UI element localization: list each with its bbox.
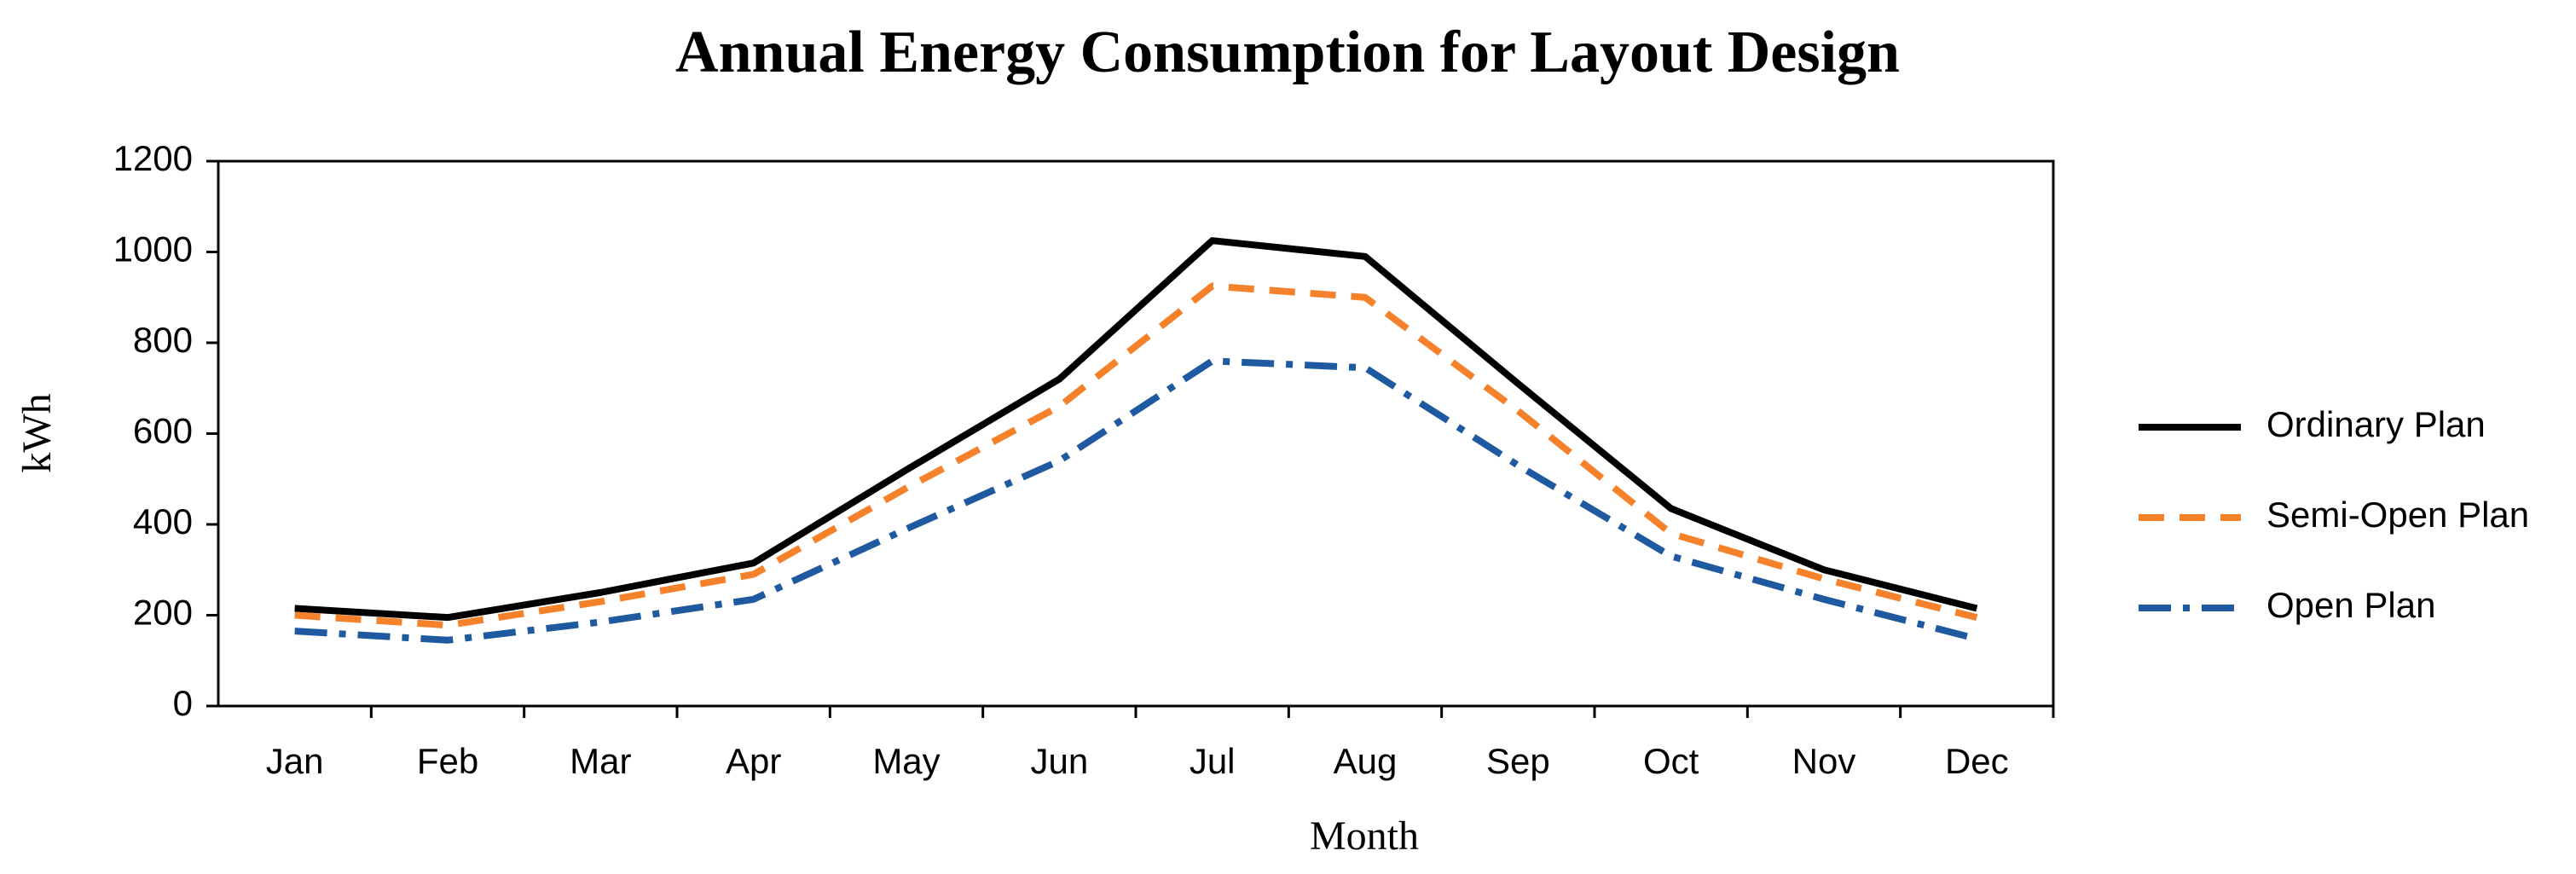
y-tick-label: 600	[133, 411, 193, 451]
x-tick-label: May	[872, 741, 940, 781]
legend-label: Ordinary Plan	[2266, 404, 2486, 444]
y-tick-label: 200	[133, 593, 193, 633]
x-tick-label: Nov	[1792, 741, 1856, 781]
x-tick-label: Apr	[726, 741, 781, 781]
x-tick-label: Aug	[1334, 741, 1398, 781]
x-tick-label: Dec	[1945, 741, 2009, 781]
x-axis-label: Month	[1310, 813, 1419, 859]
x-tick-label: Mar	[570, 741, 631, 781]
y-tick-label: 0	[173, 683, 193, 723]
plot-frame	[217, 159, 2055, 708]
x-tick-label: Sep	[1486, 741, 1550, 781]
x-tick-label: Jul	[1190, 741, 1236, 781]
legend-label: Open Plan	[2266, 585, 2435, 625]
y-tick-label: 400	[133, 501, 193, 541]
series-line	[294, 357, 1978, 644]
y-axis-label: kWh	[14, 393, 60, 472]
legend-label: Semi-Open Plan	[2266, 495, 2529, 535]
chart-title: Annual Energy Consumption for Layout Des…	[675, 20, 1900, 85]
y-tick-label: 1200	[113, 138, 193, 178]
x-tick-label: Jan	[266, 741, 324, 781]
series-line	[294, 237, 1978, 622]
y-tick-label: 800	[133, 320, 193, 360]
x-tick-label: Feb	[417, 741, 478, 781]
y-tick-label: 1000	[113, 229, 193, 269]
series-line	[294, 282, 1978, 629]
x-tick-label: Oct	[1643, 741, 1699, 781]
x-tick-label: Jun	[1030, 741, 1088, 781]
